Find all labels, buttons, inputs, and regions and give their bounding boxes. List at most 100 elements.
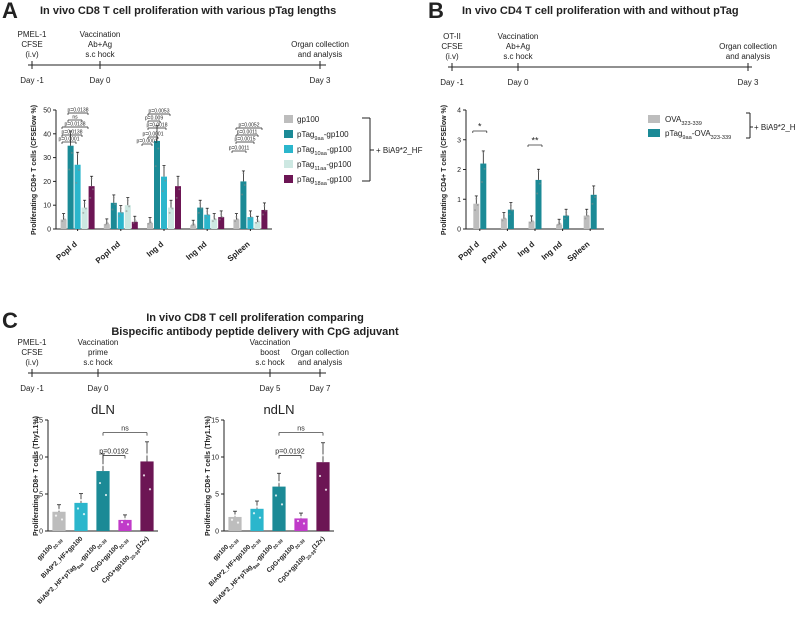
data-point-b xyxy=(481,180,483,183)
data-point-a xyxy=(90,177,93,180)
bar-b xyxy=(535,179,542,229)
data-point-b xyxy=(584,217,587,220)
bar-b xyxy=(473,203,480,229)
x-category-label: Popl nd xyxy=(480,240,508,266)
timeline-event-text: (i.v) xyxy=(445,52,459,61)
timeline-event-text: OT-II xyxy=(443,32,461,41)
sig-label-c-ndln: ns xyxy=(297,426,305,433)
panel-b-title: In vivo CD4 T cell proliferation with an… xyxy=(462,5,739,17)
bar-b xyxy=(583,215,590,229)
sig-label-a: ns xyxy=(72,115,78,121)
data-point-a xyxy=(234,220,237,223)
data-point-a xyxy=(206,210,209,213)
timeline-day-label: Day 0 xyxy=(88,384,109,393)
y-axis-label-c-ndln: Proliferating CD8+ T cells (Thy1.1%) xyxy=(205,416,212,536)
data-point-a xyxy=(154,165,157,168)
bar-c-ndln xyxy=(272,486,286,531)
data-point-a xyxy=(118,215,121,218)
data-point-c-ndln xyxy=(258,516,262,519)
y-tick-label: 30 xyxy=(43,155,51,162)
data-point-a xyxy=(249,213,252,216)
timeline-event-text: Organ collection xyxy=(291,40,349,49)
timeline-day-label: Day 3 xyxy=(310,76,331,85)
data-point-c-ndln xyxy=(233,514,237,517)
timeline-event-text: PMEL-1 xyxy=(18,30,47,39)
data-point-a xyxy=(70,151,73,154)
legend-swatch-b xyxy=(648,129,660,137)
bar-b xyxy=(563,215,570,229)
data-point-a xyxy=(75,181,78,184)
bar-b xyxy=(480,163,487,229)
timeline-event-text: PMEL-1 xyxy=(18,338,47,347)
data-point-a xyxy=(128,205,131,208)
timeline-event-text: Organ collection xyxy=(719,42,777,51)
sig-label-a: p=0.0138 xyxy=(68,108,89,114)
data-point-b xyxy=(559,222,562,225)
y-tick-label: 0 xyxy=(457,227,461,234)
data-point-c-dln xyxy=(60,518,64,521)
data-point-a xyxy=(161,190,164,193)
legend-swatch-a xyxy=(284,115,293,123)
data-point-c-dln xyxy=(82,513,86,516)
timeline-day-label: Day 5 xyxy=(260,384,281,393)
x-category-label: Spleen xyxy=(566,240,592,264)
timeline-event-text: Vaccination xyxy=(498,32,539,41)
legend-swatch-a xyxy=(284,145,293,153)
bar-a xyxy=(254,221,261,229)
data-point-a xyxy=(132,221,135,224)
data-point-c-ndln xyxy=(302,522,306,525)
data-point-a xyxy=(178,188,181,191)
timeline-event-text: Ab+Ag xyxy=(506,42,530,51)
y-tick-label: 5 xyxy=(39,492,43,499)
bar-a xyxy=(110,202,117,229)
y-tick-label: 2 xyxy=(457,167,461,174)
timeline-event-text: Organ collection xyxy=(291,348,349,357)
timeline-event-text: s.c hock xyxy=(83,358,113,367)
chart-title-c-dln: dLN xyxy=(91,402,115,417)
timeline-event-text: s.c hock xyxy=(255,358,285,367)
data-point-a xyxy=(69,131,72,134)
sig-label-a: p=0.0138 xyxy=(65,122,86,128)
data-point-a xyxy=(61,220,64,223)
timeline-day-label: Day -1 xyxy=(440,78,464,87)
data-point-b xyxy=(591,202,594,205)
data-point-c-dln xyxy=(145,453,149,456)
sig-label-b: * xyxy=(478,122,482,132)
legend-label-a: pTag18aa-gp100 xyxy=(297,175,352,187)
data-point-c-dln xyxy=(101,463,105,467)
timeline-day-label: Day 0 xyxy=(90,76,111,85)
data-point-b xyxy=(504,217,507,220)
y-tick-label: 1 xyxy=(457,197,461,204)
bar-a xyxy=(117,212,124,229)
data-point-b xyxy=(594,196,596,199)
data-point-a xyxy=(190,224,193,227)
sig-label-a: p=0.0015 xyxy=(235,137,256,143)
data-point-a xyxy=(150,221,153,224)
data-point-b xyxy=(502,214,505,217)
x-category-label: CpG+gp10020-39 xyxy=(90,535,130,575)
sig-label-a: p=0.0052 xyxy=(239,123,260,129)
sig-label-b: ** xyxy=(531,136,539,146)
data-point-a xyxy=(263,204,266,207)
data-point-a xyxy=(83,202,86,205)
data-point-a xyxy=(241,193,244,196)
data-point-a xyxy=(200,207,203,210)
data-point-a xyxy=(76,152,79,155)
data-point-c-dln xyxy=(76,507,80,510)
data-point-c-ndln xyxy=(299,516,303,519)
data-point-a xyxy=(221,216,224,219)
data-point-a xyxy=(235,215,238,218)
panel-letter-a: A xyxy=(2,0,18,23)
data-point-c-dln xyxy=(79,498,83,502)
sig-label-a: p=0.0001 xyxy=(143,132,164,138)
sig-label-a: p=0.0011 xyxy=(229,146,250,152)
timeline-event-text: s.c hock xyxy=(85,50,115,59)
legend-label-b: OVA323-339 xyxy=(665,115,702,127)
data-point-a xyxy=(262,213,265,216)
data-point-c-ndln xyxy=(280,503,284,506)
data-point-a xyxy=(204,216,207,219)
sig-label-c-dln: ns xyxy=(121,426,129,433)
data-point-b xyxy=(537,170,540,173)
data-point-b xyxy=(558,221,561,224)
